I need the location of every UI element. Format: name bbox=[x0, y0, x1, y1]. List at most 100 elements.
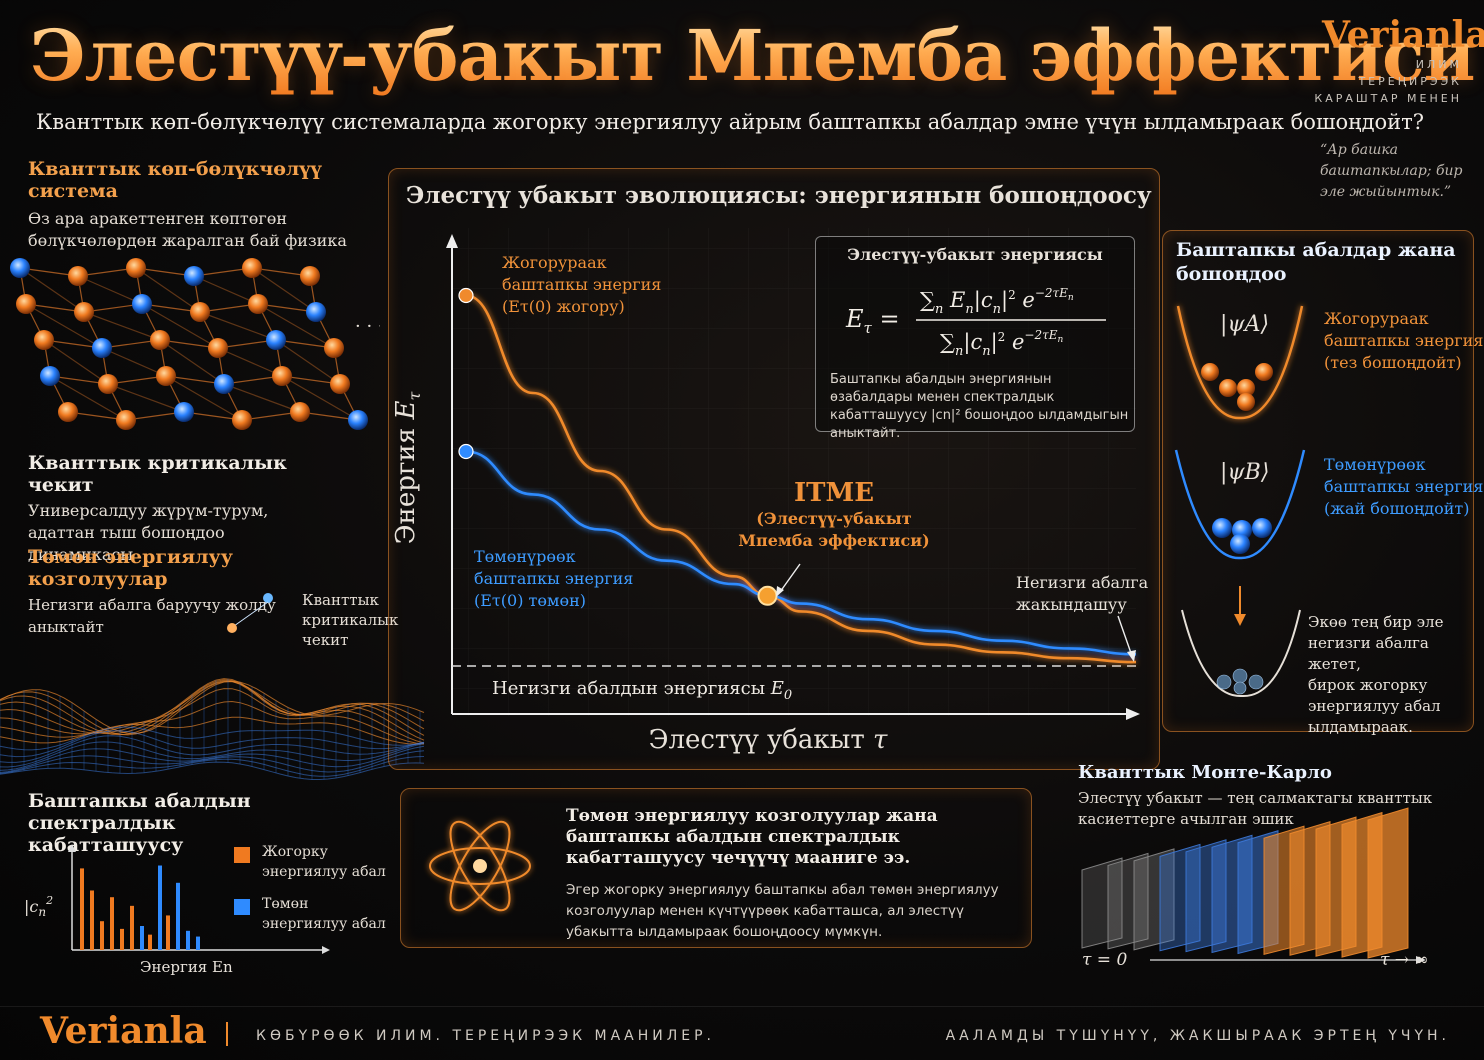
critical-point-marker bbox=[263, 593, 273, 603]
label-line: энергиялуу абал bbox=[1308, 697, 1441, 715]
svg-text:∑n En|cn|2 e−2τEn: ∑n En|cn|2 e−2τEn bbox=[920, 286, 1074, 317]
lattice-particle bbox=[272, 366, 292, 386]
imaginary-time-slice bbox=[1107, 852, 1149, 950]
potential-wells bbox=[1174, 305, 1306, 698]
histogram-bar bbox=[166, 915, 170, 950]
lattice-particle bbox=[290, 402, 310, 422]
footer-slogan-right: ААЛАМДЫ ТҮШҮНҮҮ, ЖАКШЫРААК ЭРТЕҢ ҮЧҮН. bbox=[945, 1028, 1450, 1044]
lattice-particle bbox=[300, 266, 320, 286]
lattice-particle bbox=[92, 338, 112, 358]
lattice-particle bbox=[68, 266, 88, 286]
state-b-label: Төмөнүрөөк баштапкы энергия (жай бошоңдо… bbox=[1324, 454, 1483, 520]
label-line: Негизги абалга bbox=[1016, 573, 1149, 592]
histogram-bar bbox=[110, 897, 114, 950]
label-line: Жогорураак bbox=[502, 253, 607, 272]
energy-landscape-illustration bbox=[0, 593, 425, 780]
qmc-text: Элестүү убакыт — тең салмактагы кванттык… bbox=[1078, 789, 1433, 828]
insight-text: Эгер жогорку энергиялуу баштапкы абал тө… bbox=[566, 882, 999, 940]
label-line: Жогорураак bbox=[1324, 309, 1429, 328]
lattice-particle bbox=[184, 266, 204, 286]
formula-title: Элестүү-убакыт энергиясы bbox=[847, 245, 1103, 264]
initial-states-panel bbox=[1162, 230, 1474, 732]
lattice-particle bbox=[150, 330, 170, 350]
section-heading: Кванттык көп-бөлүкчөлүү система bbox=[28, 158, 322, 202]
qmc-heading: Кванттык Монте-Карло bbox=[1078, 762, 1332, 783]
lattice-particle bbox=[330, 374, 350, 394]
histogram-bar bbox=[176, 882, 180, 950]
label-line: (тез бошоңдойт) bbox=[1324, 353, 1462, 372]
state-a-label: Жогорураак баштапкы энергия (тез бошоңдо… bbox=[1324, 308, 1483, 374]
insight-heading: Төмөн энергиялуу козголуулар жана баштап… bbox=[566, 806, 938, 868]
itme-arrow bbox=[779, 563, 801, 593]
peak-marker bbox=[227, 623, 237, 633]
lattice-particle bbox=[248, 294, 268, 314]
lattice-particle bbox=[116, 410, 136, 430]
histogram-bar bbox=[196, 936, 200, 950]
histogram-bar bbox=[80, 868, 84, 950]
approach-arrow bbox=[1117, 615, 1133, 657]
lattice-particle bbox=[348, 410, 368, 430]
critical-point-label: Кванттык критикалык чекит bbox=[302, 591, 399, 649]
formula-equation: Eτ = ∑n En|cn|2 e−2τEn ∑n|cn|2 e−2τEn bbox=[845, 286, 1106, 359]
particles-b bbox=[1212, 518, 1272, 554]
label-line: баштапкы энергия bbox=[502, 275, 662, 294]
qmc-slices-illustration bbox=[1081, 807, 1426, 964]
lattice-particle bbox=[324, 338, 344, 358]
brand-tagline-line: КАРАШТАР МЕНЕН bbox=[1314, 92, 1462, 105]
label-line: баштапкы энергия bbox=[1324, 331, 1484, 350]
high-energy-label: Жогорураак баштапкы энергия (Eτ(0) жогор… bbox=[502, 252, 661, 318]
page-title: Элестүү-убакыт Мпемба эффектиси bbox=[30, 14, 1476, 97]
lattice-particle bbox=[10, 258, 30, 278]
y-axis-label: Энергия Eτ bbox=[391, 391, 424, 545]
imaginary-time-slice bbox=[1081, 857, 1123, 949]
lattice-particle bbox=[174, 402, 194, 422]
atom-icon bbox=[429, 820, 531, 912]
critical-section: Кванттык критикалык чекит Универсалдуу ж… bbox=[28, 452, 358, 566]
spectral-histogram: |cn2 Энергия En bbox=[24, 844, 330, 976]
ellipsis: · · · bbox=[355, 316, 380, 337]
legend-swatch-low bbox=[234, 899, 250, 915]
start-point-high bbox=[458, 287, 474, 304]
lattice-particle bbox=[98, 374, 118, 394]
histogram-bar bbox=[148, 934, 152, 950]
section-text: Универсалдуу жүрүм-турум, адаттан тыш бо… bbox=[28, 501, 269, 564]
footer-separator bbox=[226, 1022, 228, 1046]
psi-b-label: |ψB⟩ bbox=[1220, 460, 1270, 485]
lattice-particle bbox=[34, 330, 54, 350]
many-body-section: Кванттык көп-бөлүкчөлүү система Өз ара а… bbox=[28, 158, 347, 252]
lattice-illustration: · · · bbox=[10, 258, 380, 430]
label-line: (Eτ(0) жогору) bbox=[502, 297, 625, 316]
itme-callout: ITME (Элестүү-убакыт Мпемба эффектиси) bbox=[738, 478, 929, 552]
low-energy-section: Төмөн энергиялуу козголуулар Негизги аба… bbox=[28, 546, 368, 638]
itme-crossing-point bbox=[757, 585, 778, 606]
label-line: баштапкы энергия bbox=[1324, 477, 1484, 496]
x-axis-label: Энергия En bbox=[140, 958, 233, 976]
histogram-bar bbox=[186, 930, 190, 950]
lattice-particle bbox=[58, 402, 78, 422]
svg-text:∑n|cn|2 e−2τEn: ∑n|cn|2 e−2τEn bbox=[940, 328, 1064, 359]
page-subtitle: Кванттык көп-бөлүкчөлүү системаларда жог… bbox=[36, 110, 1425, 134]
y-axis-label-text: Энергия bbox=[391, 419, 421, 544]
x-axis-label: Элестүү убакыт τ bbox=[649, 725, 888, 755]
brand-tagline: ИЛИМ ТЕРЕҢИРЭЭК КАРАШТАР МЕНЕН bbox=[1310, 56, 1462, 107]
histogram-bar bbox=[140, 926, 144, 950]
formula-box: Элестүү-убакыт энергиясы Eτ = ∑n En|cn|2… bbox=[815, 236, 1135, 441]
lattice-particle bbox=[190, 302, 210, 322]
well-b bbox=[1174, 449, 1306, 560]
main-chart-panel bbox=[388, 168, 1160, 770]
footer-slogan-left: КӨБҮРӨӨК ИЛИМ. ТЕРЕҢИРЭЭК МААНИЛЕР. bbox=[256, 1028, 716, 1044]
chart-title: Элестүү убакыт эволюциясы: энергиянын бо… bbox=[406, 182, 1152, 209]
brand-tagline-line: ТЕРЕҢИРЭЭК bbox=[1358, 75, 1462, 88]
lattice-particle bbox=[16, 294, 36, 314]
itme-title: ITME bbox=[793, 478, 875, 508]
lattice-particle bbox=[214, 374, 234, 394]
imaginary-time-slice bbox=[1159, 843, 1201, 952]
histogram-bar bbox=[130, 905, 134, 950]
section-heading: Кванттык критикалык чекит bbox=[28, 452, 287, 496]
histogram-bar bbox=[120, 928, 124, 950]
psi-a-label: |ψA⟩ bbox=[1220, 312, 1270, 337]
approach-label: Негизги абалга жакындашуу bbox=[1016, 572, 1148, 616]
lattice-particle bbox=[306, 302, 326, 322]
footer-divider bbox=[0, 1006, 1484, 1007]
label-line: баштапкы энергия bbox=[474, 569, 634, 588]
